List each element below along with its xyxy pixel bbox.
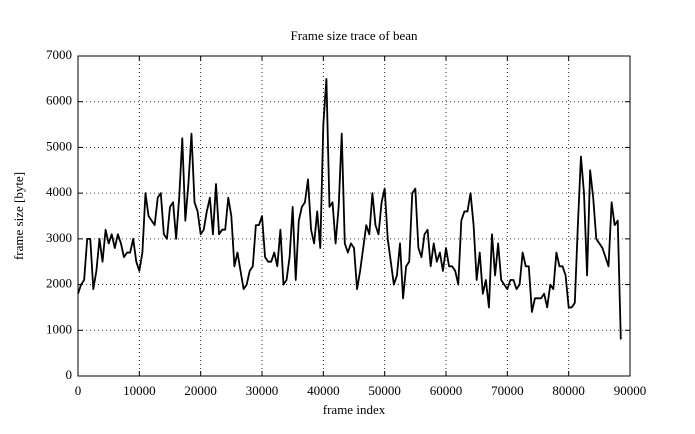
x-tick-label: 70000 bbox=[491, 383, 524, 398]
y-tick-label: 2000 bbox=[46, 276, 72, 291]
x-axis-label: frame index bbox=[323, 402, 386, 417]
x-tick-label: 90000 bbox=[614, 383, 647, 398]
y-tick-label: 0 bbox=[66, 367, 73, 382]
x-tick-label: 80000 bbox=[552, 383, 585, 398]
x-tick-label: 0 bbox=[75, 383, 82, 398]
y-tick-label: 3000 bbox=[46, 230, 72, 245]
y-axis-label: frame size [byte] bbox=[11, 172, 26, 260]
x-tick-label: 20000 bbox=[184, 383, 217, 398]
x-tick-label: 10000 bbox=[123, 383, 156, 398]
y-tick-label: 1000 bbox=[46, 321, 72, 336]
y-tick-label: 5000 bbox=[46, 138, 72, 153]
x-tick-label: 30000 bbox=[246, 383, 279, 398]
y-tick-label: 7000 bbox=[46, 47, 72, 62]
chart-title: Frame size trace of bean bbox=[290, 28, 418, 43]
x-tick-label: 40000 bbox=[307, 383, 340, 398]
x-tick-label: 50000 bbox=[368, 383, 401, 398]
line-series bbox=[77, 77, 622, 340]
plot-frame bbox=[77, 55, 631, 377]
x-tick-label: 60000 bbox=[430, 383, 463, 398]
y-tick-label: 6000 bbox=[46, 93, 72, 108]
y-tick-label: 4000 bbox=[46, 184, 72, 199]
